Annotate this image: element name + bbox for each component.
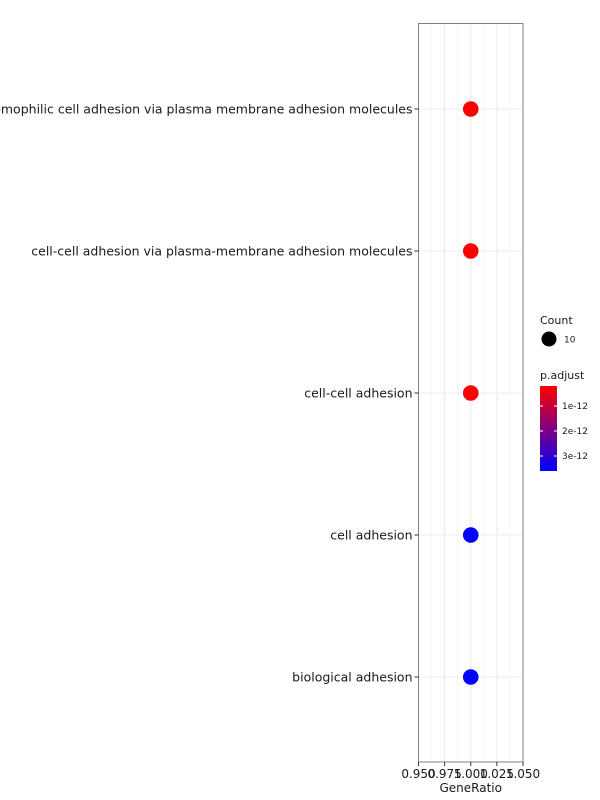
y-tick-label: homophilic cell adhesion via plasma memb… — [0, 102, 413, 117]
y-tick-label: cell-cell adhesion via plasma-membrane a… — [31, 244, 412, 259]
y-tick-label: biological adhesion — [292, 670, 412, 685]
data-point — [462, 243, 479, 259]
data-points — [462, 101, 479, 685]
y-tick-label: cell-cell adhesion — [304, 386, 412, 401]
x-tick-label: 0.975 — [427, 767, 461, 781]
x-axis-title: GeneRatio — [440, 781, 502, 795]
color-bar-label: 2e-12 — [562, 427, 588, 437]
y-axis: homophilic cell adhesion via plasma memb… — [0, 102, 419, 685]
color-legend-title: p.adjust — [540, 369, 585, 382]
size-legend-entries: 10 — [541, 331, 576, 347]
legend: Count 10 p.adjust 1e-12 2e-12 3e-12 — [540, 314, 588, 471]
color-bar — [540, 386, 557, 471]
data-point — [462, 527, 479, 543]
x-tick-label: 1.050 — [506, 767, 540, 781]
data-point — [462, 669, 479, 685]
size-legend-label: 10 — [564, 336, 576, 346]
data-point — [462, 101, 479, 117]
size-legend-title: Count — [540, 314, 573, 327]
color-bar-label: 1e-12 — [562, 402, 588, 412]
data-point — [462, 385, 479, 401]
color-bar-ticks: 1e-12 2e-12 3e-12 — [540, 402, 588, 462]
x-tick-label: 1.025 — [480, 767, 514, 781]
x-tick-label: 1.000 — [454, 767, 488, 781]
size-legend-key — [541, 331, 557, 347]
color-bar-label: 3e-12 — [562, 452, 588, 462]
x-tick-label: 0.950 — [401, 767, 435, 781]
y-tick-label: cell adhesion — [330, 528, 412, 543]
